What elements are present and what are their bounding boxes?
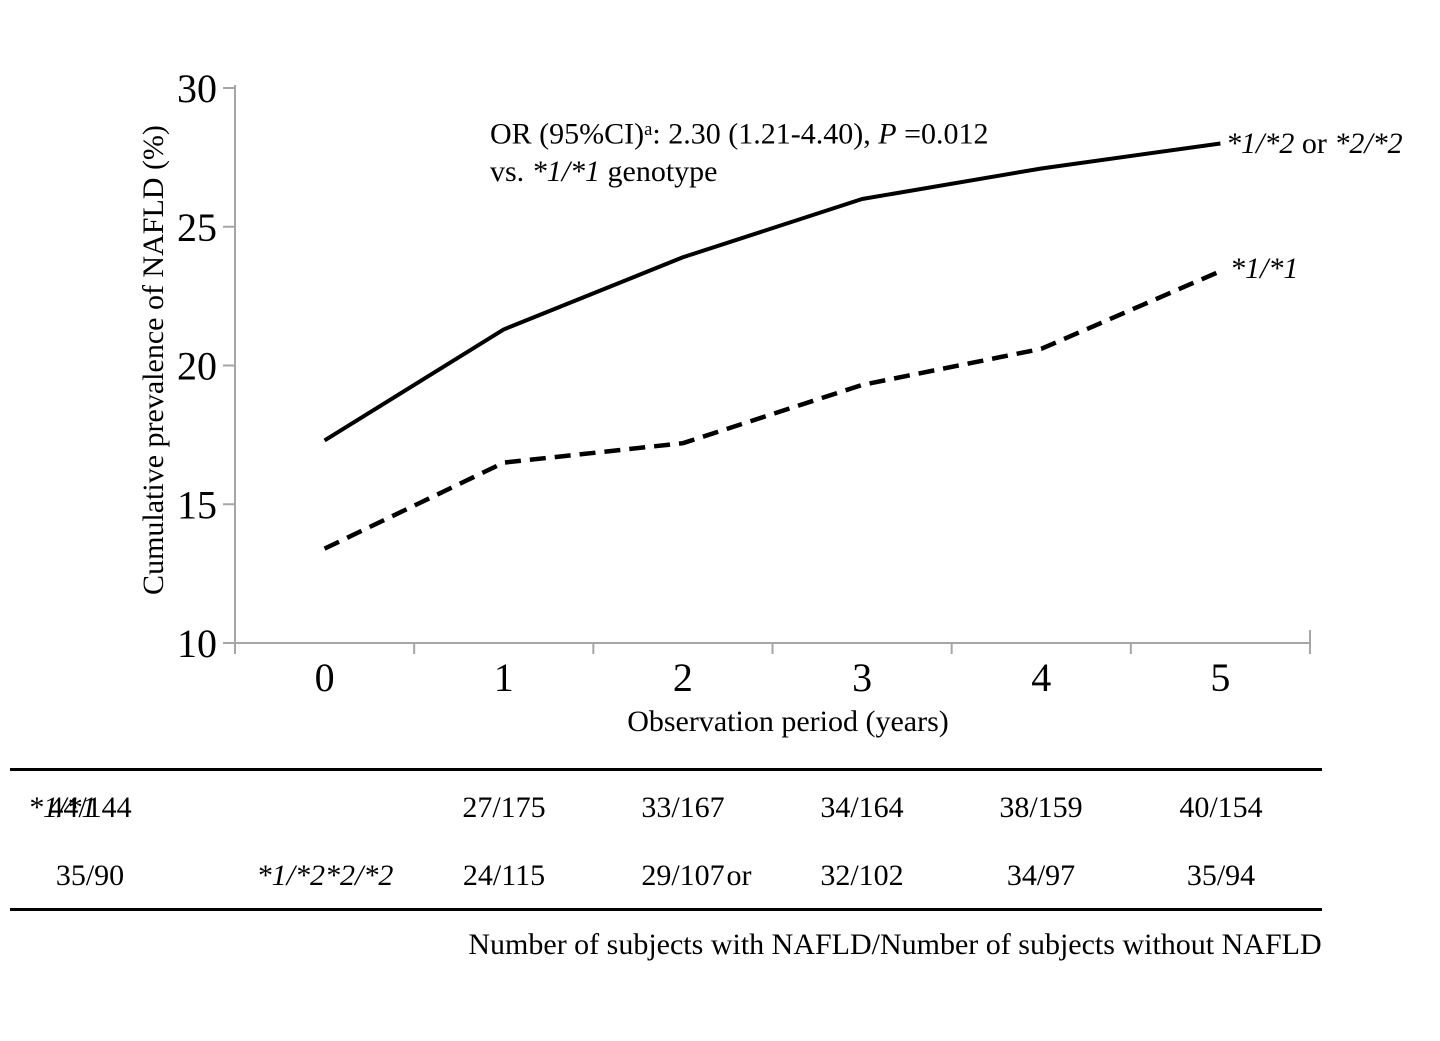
series-label-or: or: [1294, 127, 1335, 160]
table-top-rule: [10, 768, 1322, 771]
annotation-line-1: OR (95%CI)a: 2.30 (1.21-4.40), P =0.012: [490, 111, 988, 153]
line-chart-canvas: 10 15 20 25 30 0 1 2 3 4 5: [177, 66, 1311, 700]
y-tick-label: 20: [177, 344, 217, 389]
table-row-label-part: *1/*2: [256, 859, 325, 892]
x-tick-label: 5: [1210, 655, 1230, 700]
table-cell: 44/144: [48, 791, 132, 824]
x-axis-title: Observation period (years): [627, 705, 949, 738]
table-cell: 32/102: [820, 859, 904, 892]
table-cell: 40/154: [1179, 791, 1263, 824]
table-row-variant: *1/*2 or *2/*2 24/115 29/107 32/102 34/9…: [0, 859, 1440, 895]
table-cell: 33/167: [641, 791, 725, 824]
annotation-or-text: OR (95%CI): [490, 117, 645, 151]
table-row-wildtype: *1/*1 27/175 33/167 34/164 38/159 40/154…: [0, 791, 1440, 827]
table-cell: 34/97: [1006, 859, 1076, 892]
annotation-genotype: *1/*1: [531, 155, 601, 189]
annotation-genotype-suffix: genotype: [600, 155, 718, 189]
table-bottom-rule: [10, 908, 1322, 911]
x-tick-label: 4: [1031, 655, 1051, 700]
series-label-variant-genotype: *1/*2 or *2/*2: [1226, 127, 1403, 161]
series-line-dashed: [323, 269, 1222, 551]
table-row-label: *1/*1: [28, 791, 97, 824]
annotation-p-value: =0.012: [896, 117, 989, 151]
x-tick-label: 1: [494, 655, 514, 700]
y-axis-title: Cumulative prevalence of NAFLD (%): [137, 125, 170, 595]
series-label-part: *1/*2: [1226, 127, 1295, 160]
series-label-part: *2/*2: [1334, 127, 1403, 160]
annotation-superscript: a: [644, 119, 653, 140]
x-tick-label: 3: [852, 655, 872, 700]
series-label-wildtype-genotype: *1/*1: [1230, 252, 1298, 286]
table-row-label-or: or: [726, 859, 752, 892]
table-cell: 34/164: [820, 791, 904, 824]
x-tick-label: 2: [673, 655, 693, 700]
annotation-vs-text: vs.: [490, 155, 532, 189]
annotation-line-2: vs. *1/*1 genotype: [490, 153, 988, 191]
table-footnote: Number of subjects with NAFLD/Number of …: [468, 928, 1322, 961]
annotation-estimate-text: : 2.30 (1.21-4.40),: [652, 117, 879, 151]
y-tick-label: 10: [177, 621, 217, 666]
y-tick-label: 30: [177, 66, 217, 111]
series-line-solid: [323, 141, 1221, 443]
y-tick-label: 25: [177, 205, 217, 250]
table-row-label: *1/*2 or *2/*2: [235, 859, 752, 893]
table-cell: 38/159: [999, 791, 1083, 824]
chart-annotation: OR (95%CI)a: 2.30 (1.21-4.40), P =0.012 …: [490, 111, 988, 191]
series-label-part: *1/*1: [1230, 252, 1299, 285]
annotation-p-symbol: P: [878, 117, 897, 151]
table-cell: 35/94: [1186, 859, 1256, 892]
table-cell: 24/115: [462, 859, 546, 892]
table-cell: 27/175: [462, 791, 546, 824]
y-tick-label: 15: [177, 482, 217, 527]
table-row-label-part: *2/*2: [325, 859, 394, 892]
x-tick-label: 0: [315, 655, 335, 700]
table-cell: 29/107: [641, 859, 725, 892]
table-cell: 35/90: [55, 859, 125, 892]
